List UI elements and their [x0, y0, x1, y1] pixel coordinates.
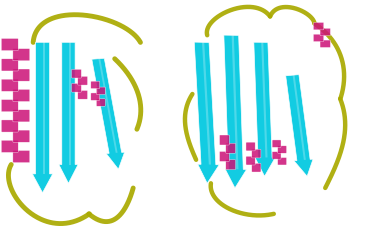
FancyBboxPatch shape — [226, 160, 236, 170]
FancyBboxPatch shape — [13, 130, 30, 142]
FancyBboxPatch shape — [13, 49, 30, 61]
FancyBboxPatch shape — [1, 59, 18, 71]
FancyBboxPatch shape — [226, 143, 236, 153]
Polygon shape — [43, 42, 45, 174]
FancyBboxPatch shape — [1, 79, 18, 91]
Polygon shape — [98, 59, 118, 153]
FancyBboxPatch shape — [272, 140, 281, 147]
FancyBboxPatch shape — [1, 140, 18, 153]
FancyBboxPatch shape — [1, 39, 18, 51]
FancyBboxPatch shape — [96, 99, 105, 106]
FancyBboxPatch shape — [320, 40, 330, 47]
Polygon shape — [69, 42, 71, 164]
FancyBboxPatch shape — [96, 87, 105, 94]
FancyBboxPatch shape — [313, 23, 324, 30]
FancyBboxPatch shape — [278, 146, 287, 153]
FancyBboxPatch shape — [13, 110, 30, 122]
FancyBboxPatch shape — [13, 150, 30, 163]
FancyBboxPatch shape — [91, 81, 100, 89]
Polygon shape — [202, 42, 211, 164]
FancyBboxPatch shape — [78, 76, 88, 85]
FancyBboxPatch shape — [246, 156, 255, 165]
FancyBboxPatch shape — [320, 28, 330, 36]
Polygon shape — [59, 42, 78, 183]
FancyBboxPatch shape — [252, 149, 261, 158]
FancyBboxPatch shape — [1, 120, 18, 132]
Polygon shape — [293, 75, 306, 160]
FancyBboxPatch shape — [71, 69, 81, 78]
Polygon shape — [224, 35, 246, 188]
FancyBboxPatch shape — [91, 93, 100, 100]
FancyBboxPatch shape — [278, 158, 287, 165]
FancyBboxPatch shape — [71, 83, 81, 92]
FancyBboxPatch shape — [78, 90, 88, 99]
FancyBboxPatch shape — [252, 163, 261, 172]
Polygon shape — [261, 42, 268, 157]
Polygon shape — [33, 42, 53, 193]
FancyBboxPatch shape — [13, 69, 30, 81]
FancyBboxPatch shape — [219, 152, 229, 161]
FancyBboxPatch shape — [246, 142, 255, 151]
Polygon shape — [286, 75, 313, 176]
Polygon shape — [254, 42, 275, 176]
Polygon shape — [194, 42, 219, 183]
FancyBboxPatch shape — [313, 34, 324, 42]
Polygon shape — [92, 58, 125, 169]
FancyBboxPatch shape — [13, 89, 30, 102]
FancyBboxPatch shape — [1, 100, 18, 112]
FancyBboxPatch shape — [272, 152, 281, 159]
FancyBboxPatch shape — [219, 135, 229, 145]
Polygon shape — [232, 35, 238, 169]
